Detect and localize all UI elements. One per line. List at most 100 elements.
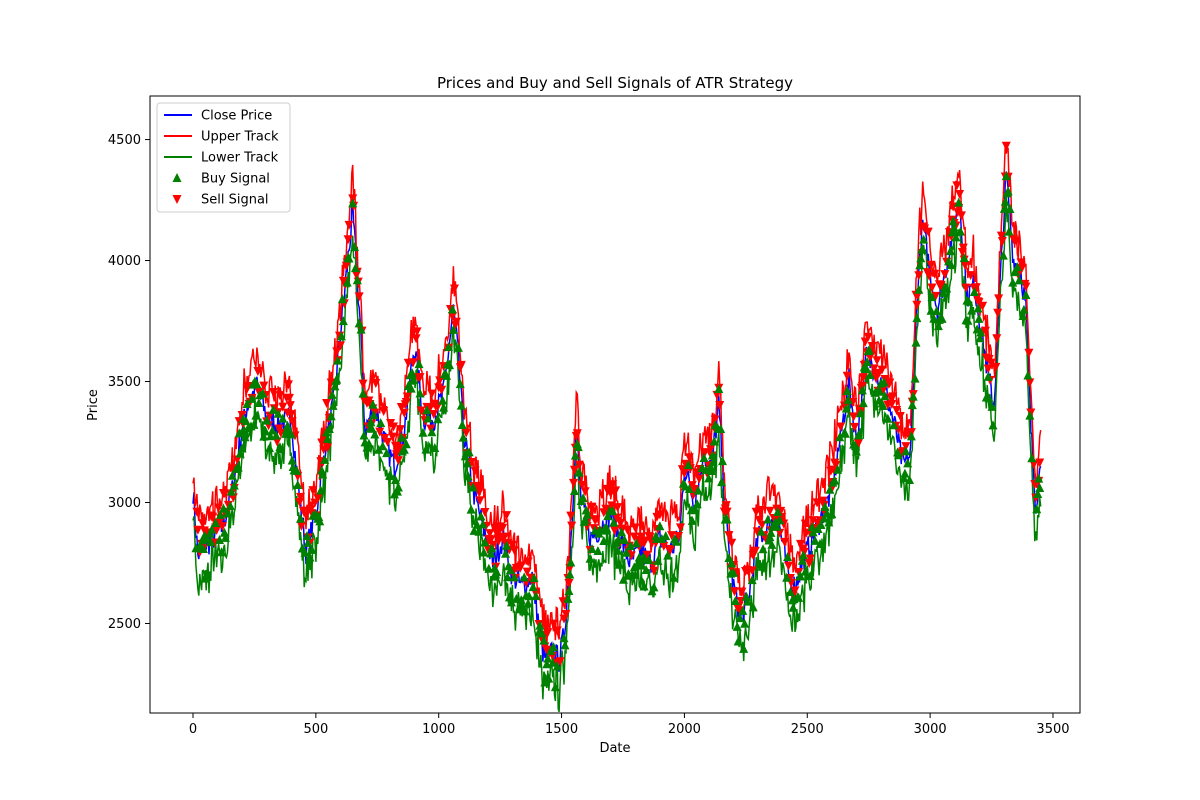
sell-marker	[394, 443, 404, 453]
legend-label: Lower Track	[201, 151, 279, 166]
buy-marker	[1019, 304, 1029, 314]
buy-marker	[503, 572, 513, 582]
sell-marker	[284, 393, 294, 403]
sell-marker	[480, 507, 490, 517]
buy-marker	[951, 232, 961, 242]
sell-marker	[997, 237, 1007, 247]
buy-marker	[286, 429, 296, 439]
buy-marker	[587, 543, 597, 553]
buy-marker	[903, 458, 913, 468]
buy-marker	[824, 517, 834, 527]
buy-marker	[825, 484, 835, 494]
sell-marker	[1025, 378, 1035, 388]
buy-marker	[359, 430, 369, 440]
sell-marker	[276, 428, 286, 438]
sell-marker	[507, 540, 517, 550]
buy-marker	[421, 444, 431, 454]
buy-marker	[448, 324, 458, 334]
buy-marker	[529, 573, 539, 583]
buy-marker	[663, 550, 673, 560]
buy-marker	[458, 432, 468, 442]
buy-marker	[927, 292, 937, 302]
buy-marker	[295, 513, 305, 523]
sell-marker	[888, 392, 898, 402]
buy-marker	[287, 455, 297, 465]
legend-entry: Close Price	[164, 109, 272, 124]
sell-marker	[268, 387, 278, 397]
legend-box	[156, 102, 291, 213]
legend-label: Buy Signal	[201, 172, 270, 187]
buy-marker	[740, 618, 750, 628]
buy-marker	[242, 399, 252, 409]
buy-marker	[899, 473, 909, 483]
buy-marker	[805, 570, 815, 580]
sell-marker	[426, 424, 436, 434]
buy-marker	[879, 377, 889, 387]
sell-marker	[885, 378, 895, 388]
sell-marker	[980, 326, 990, 336]
buy-marker	[350, 263, 360, 273]
sell-marker	[425, 404, 435, 414]
buy-marker	[905, 474, 915, 484]
sell-marker	[1029, 460, 1039, 470]
legend-entry: Sell Signal	[172, 193, 269, 208]
buy-marker	[707, 450, 717, 460]
sell-marker	[1017, 263, 1027, 273]
y-tick-label: 3000	[108, 496, 141, 511]
buy-marker	[889, 420, 899, 430]
x-tick-label: 1500	[545, 722, 578, 737]
buy-marker	[815, 539, 825, 549]
buy-marker	[1004, 226, 1014, 236]
buy-marker	[399, 444, 409, 454]
buy-marker	[318, 469, 328, 479]
sell-marker	[992, 334, 1002, 344]
buy-marker	[273, 408, 283, 418]
sell-marker	[940, 270, 950, 280]
sell-marker	[254, 387, 264, 397]
sell-marker	[924, 271, 934, 281]
legend-entry: Lower Track	[164, 151, 279, 166]
sell-marker	[566, 511, 576, 521]
buy-marker	[945, 246, 955, 256]
sell-marker	[724, 531, 734, 541]
buy-marker	[332, 374, 342, 384]
sell-marker	[831, 460, 841, 470]
buy-marker	[926, 305, 936, 315]
sell-marker	[408, 358, 418, 368]
buy-marker	[956, 226, 966, 236]
buy-marker	[621, 547, 631, 557]
buy-marker	[474, 526, 484, 536]
buy-marker	[364, 438, 374, 448]
buy-marker	[630, 569, 640, 579]
sell-marker	[849, 412, 859, 422]
buy-marker	[261, 426, 271, 436]
buy-marker	[574, 467, 584, 477]
sell-marker	[780, 537, 790, 547]
sell-marker	[659, 541, 669, 551]
sell-marker	[399, 408, 409, 418]
buy-marker	[338, 316, 348, 326]
buy-marker	[1018, 310, 1028, 320]
buy-marker	[615, 559, 625, 569]
buy-marker	[537, 628, 547, 638]
buy-marker	[687, 515, 697, 525]
sell-marker	[630, 523, 640, 533]
buy-marker	[964, 296, 974, 306]
buy-marker	[739, 643, 749, 653]
buy-marker	[390, 475, 400, 485]
buy-marker	[336, 331, 346, 341]
buy-marker	[919, 234, 929, 244]
sell-marker	[569, 478, 579, 488]
sell-marker	[666, 544, 676, 554]
buy-marker	[544, 673, 554, 683]
buy-marker	[641, 565, 651, 575]
buy-marker	[701, 464, 711, 474]
sell-marker	[383, 437, 393, 447]
sell-marker	[877, 365, 887, 375]
sell-marker	[750, 546, 760, 556]
sell-marker	[1024, 348, 1034, 358]
buy-marker	[478, 519, 488, 529]
sell-marker	[237, 410, 247, 420]
sell-marker	[308, 486, 318, 496]
sell-marker	[804, 559, 814, 569]
